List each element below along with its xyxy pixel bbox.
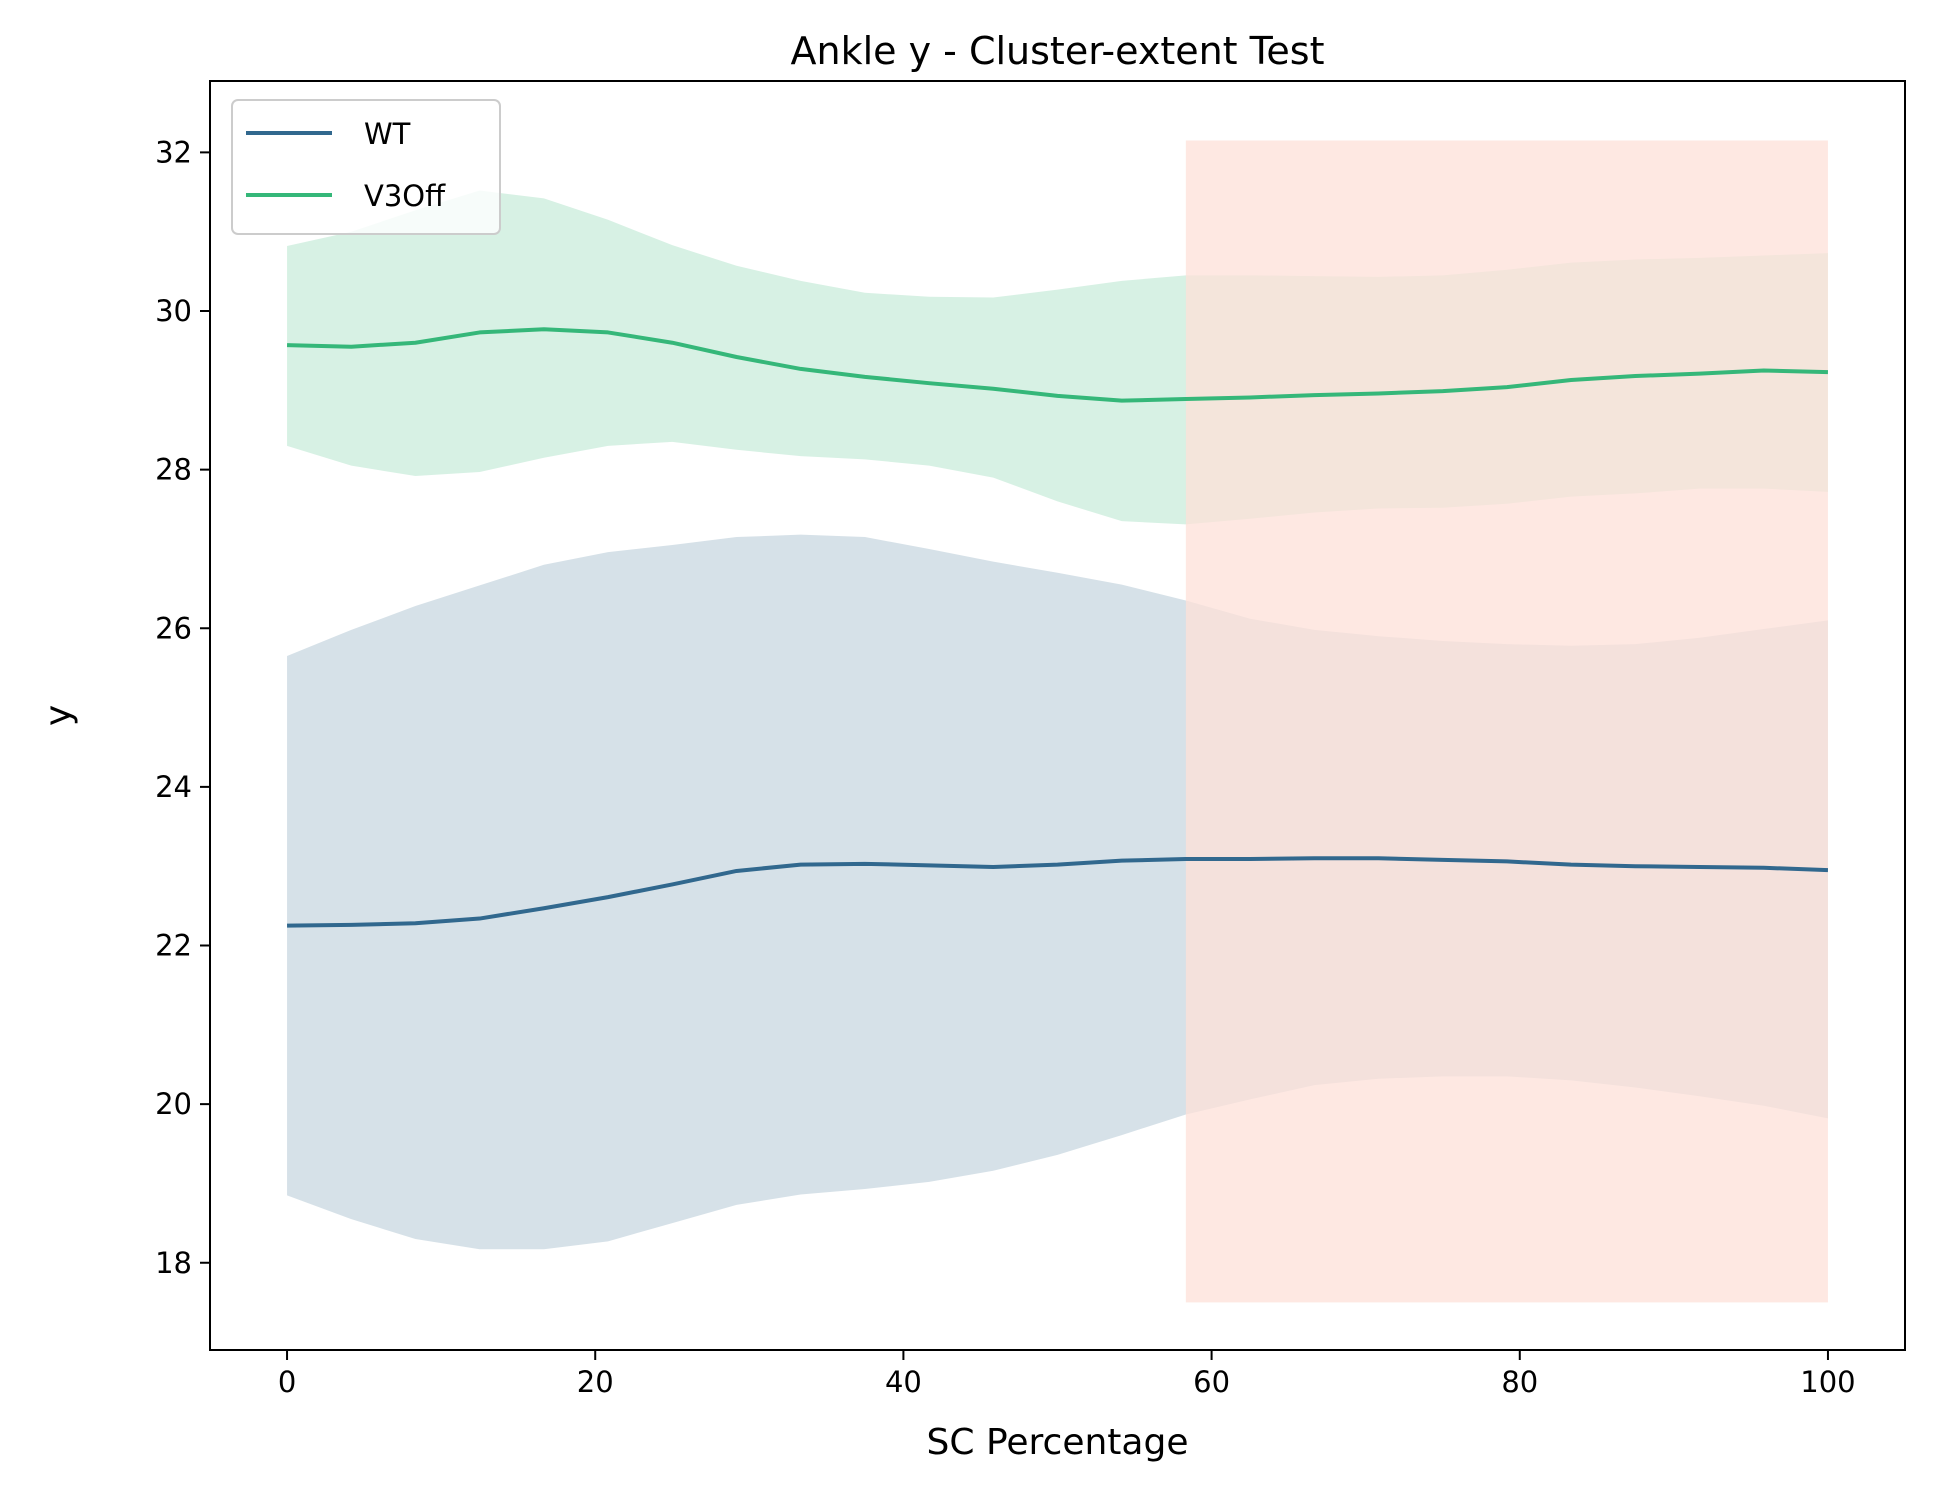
axes-frame [209,80,1906,1351]
y-tick-label: 32 [155,135,192,169]
x-tick-label: 20 [577,1365,614,1399]
y-axis-label: y [38,705,79,726]
x-tick-label: 40 [885,1365,922,1399]
x-tick-label: 60 [1193,1365,1230,1399]
x-tick-label: 0 [278,1365,296,1399]
line-wt [287,856,1829,928]
y-tick-label: 18 [155,1246,192,1280]
y-tick-label: 24 [155,770,192,804]
significant-cluster-region [1185,140,1828,1303]
y-tick-label: 20 [155,1087,192,1121]
y-tick-label: 28 [155,453,192,487]
line-v3off [286,327,1829,403]
x-tick-label: 80 [1501,1365,1538,1399]
y-tick-label: 22 [155,929,192,963]
plot-area [286,140,1829,1303]
y-tick-label: 30 [155,294,192,328]
legend-label-wt: WT [364,117,411,151]
x-axis-label: SC Percentage [927,1422,1189,1463]
legend-label-v3off: V3Off [364,179,446,213]
x-tick-label: 100 [1800,1365,1855,1399]
axis-ticks: 0 20 40 60 80 100 18 20 22 24 26 28 30 32 [155,135,1856,1399]
legend: WT V3Off [231,99,501,235]
y-tick-label: 26 [155,611,192,645]
chart-title: Ankle y - Cluster-extent Test [791,29,1325,73]
